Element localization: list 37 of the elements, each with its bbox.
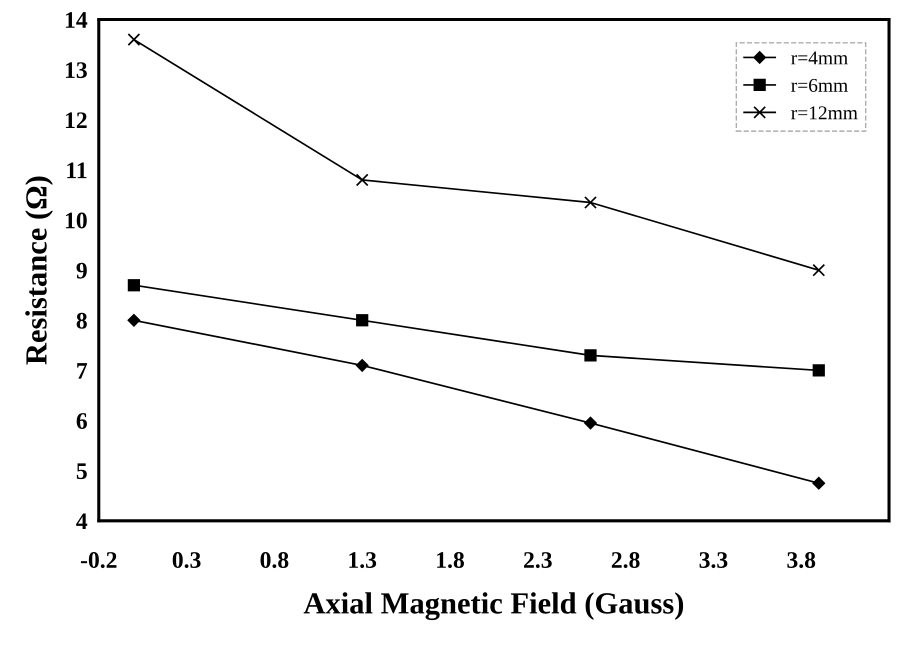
y-tick-label: 13 <box>66 62 87 78</box>
point <box>812 364 825 377</box>
x-tick-label: 1.8 <box>437 552 464 568</box>
x-tick-label: 1.3 <box>349 552 376 568</box>
x-tick-label: 2.8 <box>612 552 640 568</box>
point <box>128 33 140 46</box>
y-tick-label: 11 <box>67 162 86 178</box>
point <box>584 349 597 362</box>
y-tick-label: 6 <box>76 413 87 429</box>
y-axis-title: Resistance (Ω) <box>25 176 53 365</box>
x-tick-label: -0.2 <box>80 552 116 568</box>
y-tick-label: 4 <box>76 513 88 529</box>
point <box>584 196 597 209</box>
y-tick-label: 7 <box>77 363 88 379</box>
x-tick-label: 0.8 <box>260 552 288 568</box>
x-tick-label: 2.3 <box>524 552 552 568</box>
y-tick-label: 14 <box>66 12 88 28</box>
point <box>127 314 140 327</box>
y-tick-label: 9 <box>76 262 87 279</box>
x-tick-label: 0.3 <box>172 552 201 568</box>
point <box>812 264 826 277</box>
legend-label: r=6mm <box>791 78 848 92</box>
point <box>356 174 369 186</box>
x-axis-title: Axial Magnetic Field (Gauss) <box>304 592 684 620</box>
y-tick-label: 5 <box>76 463 87 480</box>
y-tick-label: 10 <box>66 212 87 228</box>
point <box>584 416 597 430</box>
x-tick-label: 3.3 <box>700 552 728 568</box>
point <box>812 476 826 490</box>
x-tick-label: 3.8 <box>787 552 816 568</box>
legend-label: r=12mm <box>791 106 858 120</box>
y-tick-label: 12 <box>66 112 87 128</box>
y-tick-label: 8 <box>76 312 87 329</box>
legend-label: r=4mm <box>791 51 848 64</box>
point <box>356 358 369 372</box>
point <box>356 314 368 326</box>
point <box>128 279 140 292</box>
